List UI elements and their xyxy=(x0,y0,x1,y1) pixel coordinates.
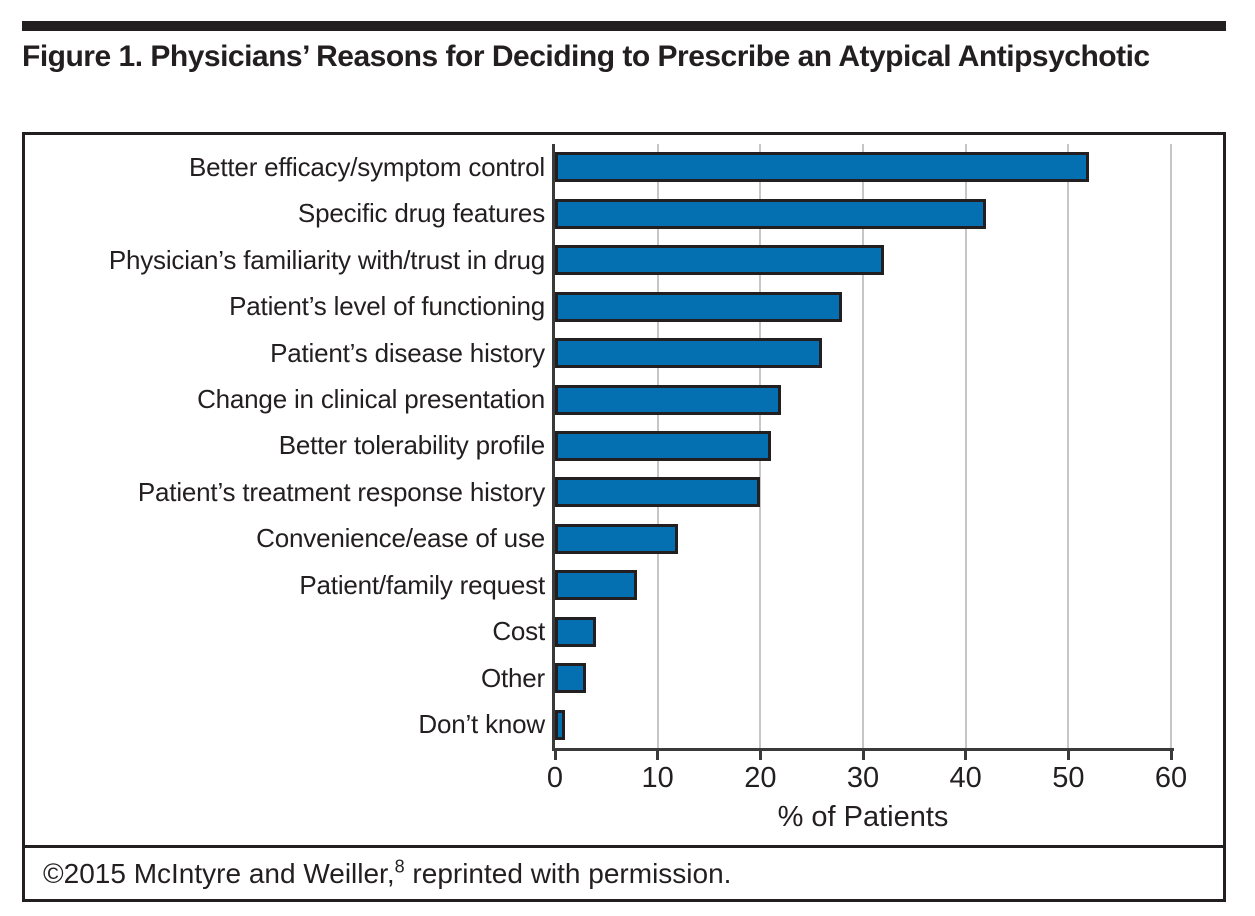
category-label: Better tolerability profile xyxy=(40,423,545,469)
category-label-text: Patient’s treatment response history xyxy=(137,476,545,507)
category-label-text: Physician’s familiarity with/trust in dr… xyxy=(108,244,545,275)
y-axis-line xyxy=(552,144,555,751)
copyright-text-after: reprinted with permission. xyxy=(404,857,732,889)
gridline-60 xyxy=(1170,144,1172,748)
bar xyxy=(555,291,843,322)
x-tick-label-30: 30 xyxy=(846,762,880,794)
bar xyxy=(555,384,781,415)
x-tick-0 xyxy=(553,751,557,760)
category-label-text: Convenience/ease of use xyxy=(256,523,545,554)
bar xyxy=(555,477,761,508)
category-label: Convenience/ease of use xyxy=(40,516,545,562)
x-tick-30 xyxy=(861,751,865,760)
figure-footer: ©2015 McIntyre and Weiller,8 reprinted w… xyxy=(25,845,1223,899)
category-label: Specific drug features xyxy=(40,190,545,236)
category-label-text: Cost xyxy=(492,616,545,647)
x-tick-label-50: 50 xyxy=(1052,762,1085,794)
x-axis-title: % of Patients xyxy=(777,801,949,833)
category-label: Patient’s level of functioning xyxy=(40,283,545,329)
category-label: Better efficacy/symptom control xyxy=(40,144,545,190)
bar xyxy=(555,338,822,369)
category-label-text: Other xyxy=(480,662,545,693)
x-tick-label-40: 40 xyxy=(949,762,982,794)
bar xyxy=(555,523,679,554)
category-label: Change in clinical presentation xyxy=(40,376,545,422)
bar xyxy=(555,152,1089,183)
category-label-text: Don’t know xyxy=(418,709,545,740)
figure-title: Figure 1. Physicians’ Reasons for Decidi… xyxy=(22,40,1150,73)
gridline-30 xyxy=(862,144,864,748)
figure-panel: % of Patients 0 10 20 30 40 50 60 Better effic… xyxy=(22,132,1226,902)
category-label-text: Better efficacy/symptom control xyxy=(188,151,545,182)
x-tick-label-60: 60 xyxy=(1154,762,1188,794)
x-tick-20 xyxy=(758,751,762,760)
bar xyxy=(555,245,884,276)
category-label-text: Better tolerability profile xyxy=(278,430,545,461)
x-tick-40 xyxy=(964,751,968,760)
x-tick-label-10: 10 xyxy=(641,762,674,794)
bar xyxy=(555,431,771,461)
category-label: Patient’s disease history xyxy=(40,330,545,376)
category-label: Cost xyxy=(40,609,545,655)
reference-superscript: 8 xyxy=(394,856,405,877)
x-tick-10 xyxy=(656,751,660,760)
bar xyxy=(555,663,586,694)
plot-area: % of Patients 0 10 20 30 40 50 60 xyxy=(547,144,1187,833)
title-top-rule xyxy=(22,21,1226,31)
x-tick-label-0: 0 xyxy=(546,762,564,794)
category-label-text: Patient/family request xyxy=(299,569,545,600)
category-label: Patient’s treatment response history xyxy=(40,469,545,515)
category-label-text: Change in clinical presentation xyxy=(197,384,545,415)
chart-area: % of Patients 0 10 20 30 40 50 60 Better effic… xyxy=(25,135,1223,845)
category-label-text: Patient’s disease history xyxy=(270,337,545,368)
bar xyxy=(555,570,638,601)
gridline-50 xyxy=(1067,144,1070,748)
gridline-40 xyxy=(964,144,967,748)
x-tick-label-20: 20 xyxy=(744,762,777,794)
category-label-text: Patient’s level of functioning xyxy=(229,291,545,322)
category-label: Other xyxy=(40,655,545,701)
x-tick-60 xyxy=(1169,751,1173,760)
category-label: Patient/family request xyxy=(40,562,545,608)
bar xyxy=(555,198,987,229)
copyright-text: ©2015 McIntyre and Weiller,8 reprinted w… xyxy=(43,856,732,890)
bar xyxy=(555,616,597,647)
x-axis-line xyxy=(552,748,1174,751)
bar xyxy=(555,709,566,740)
category-label: Physician’s familiarity with/trust in dr… xyxy=(40,237,545,283)
category-label-text: Specific drug features xyxy=(297,198,545,229)
x-tick-50 xyxy=(1066,751,1070,760)
category-label: Don’t know xyxy=(40,702,545,748)
copyright-text-before: ©2015 McIntyre and Weiller, xyxy=(43,857,395,889)
